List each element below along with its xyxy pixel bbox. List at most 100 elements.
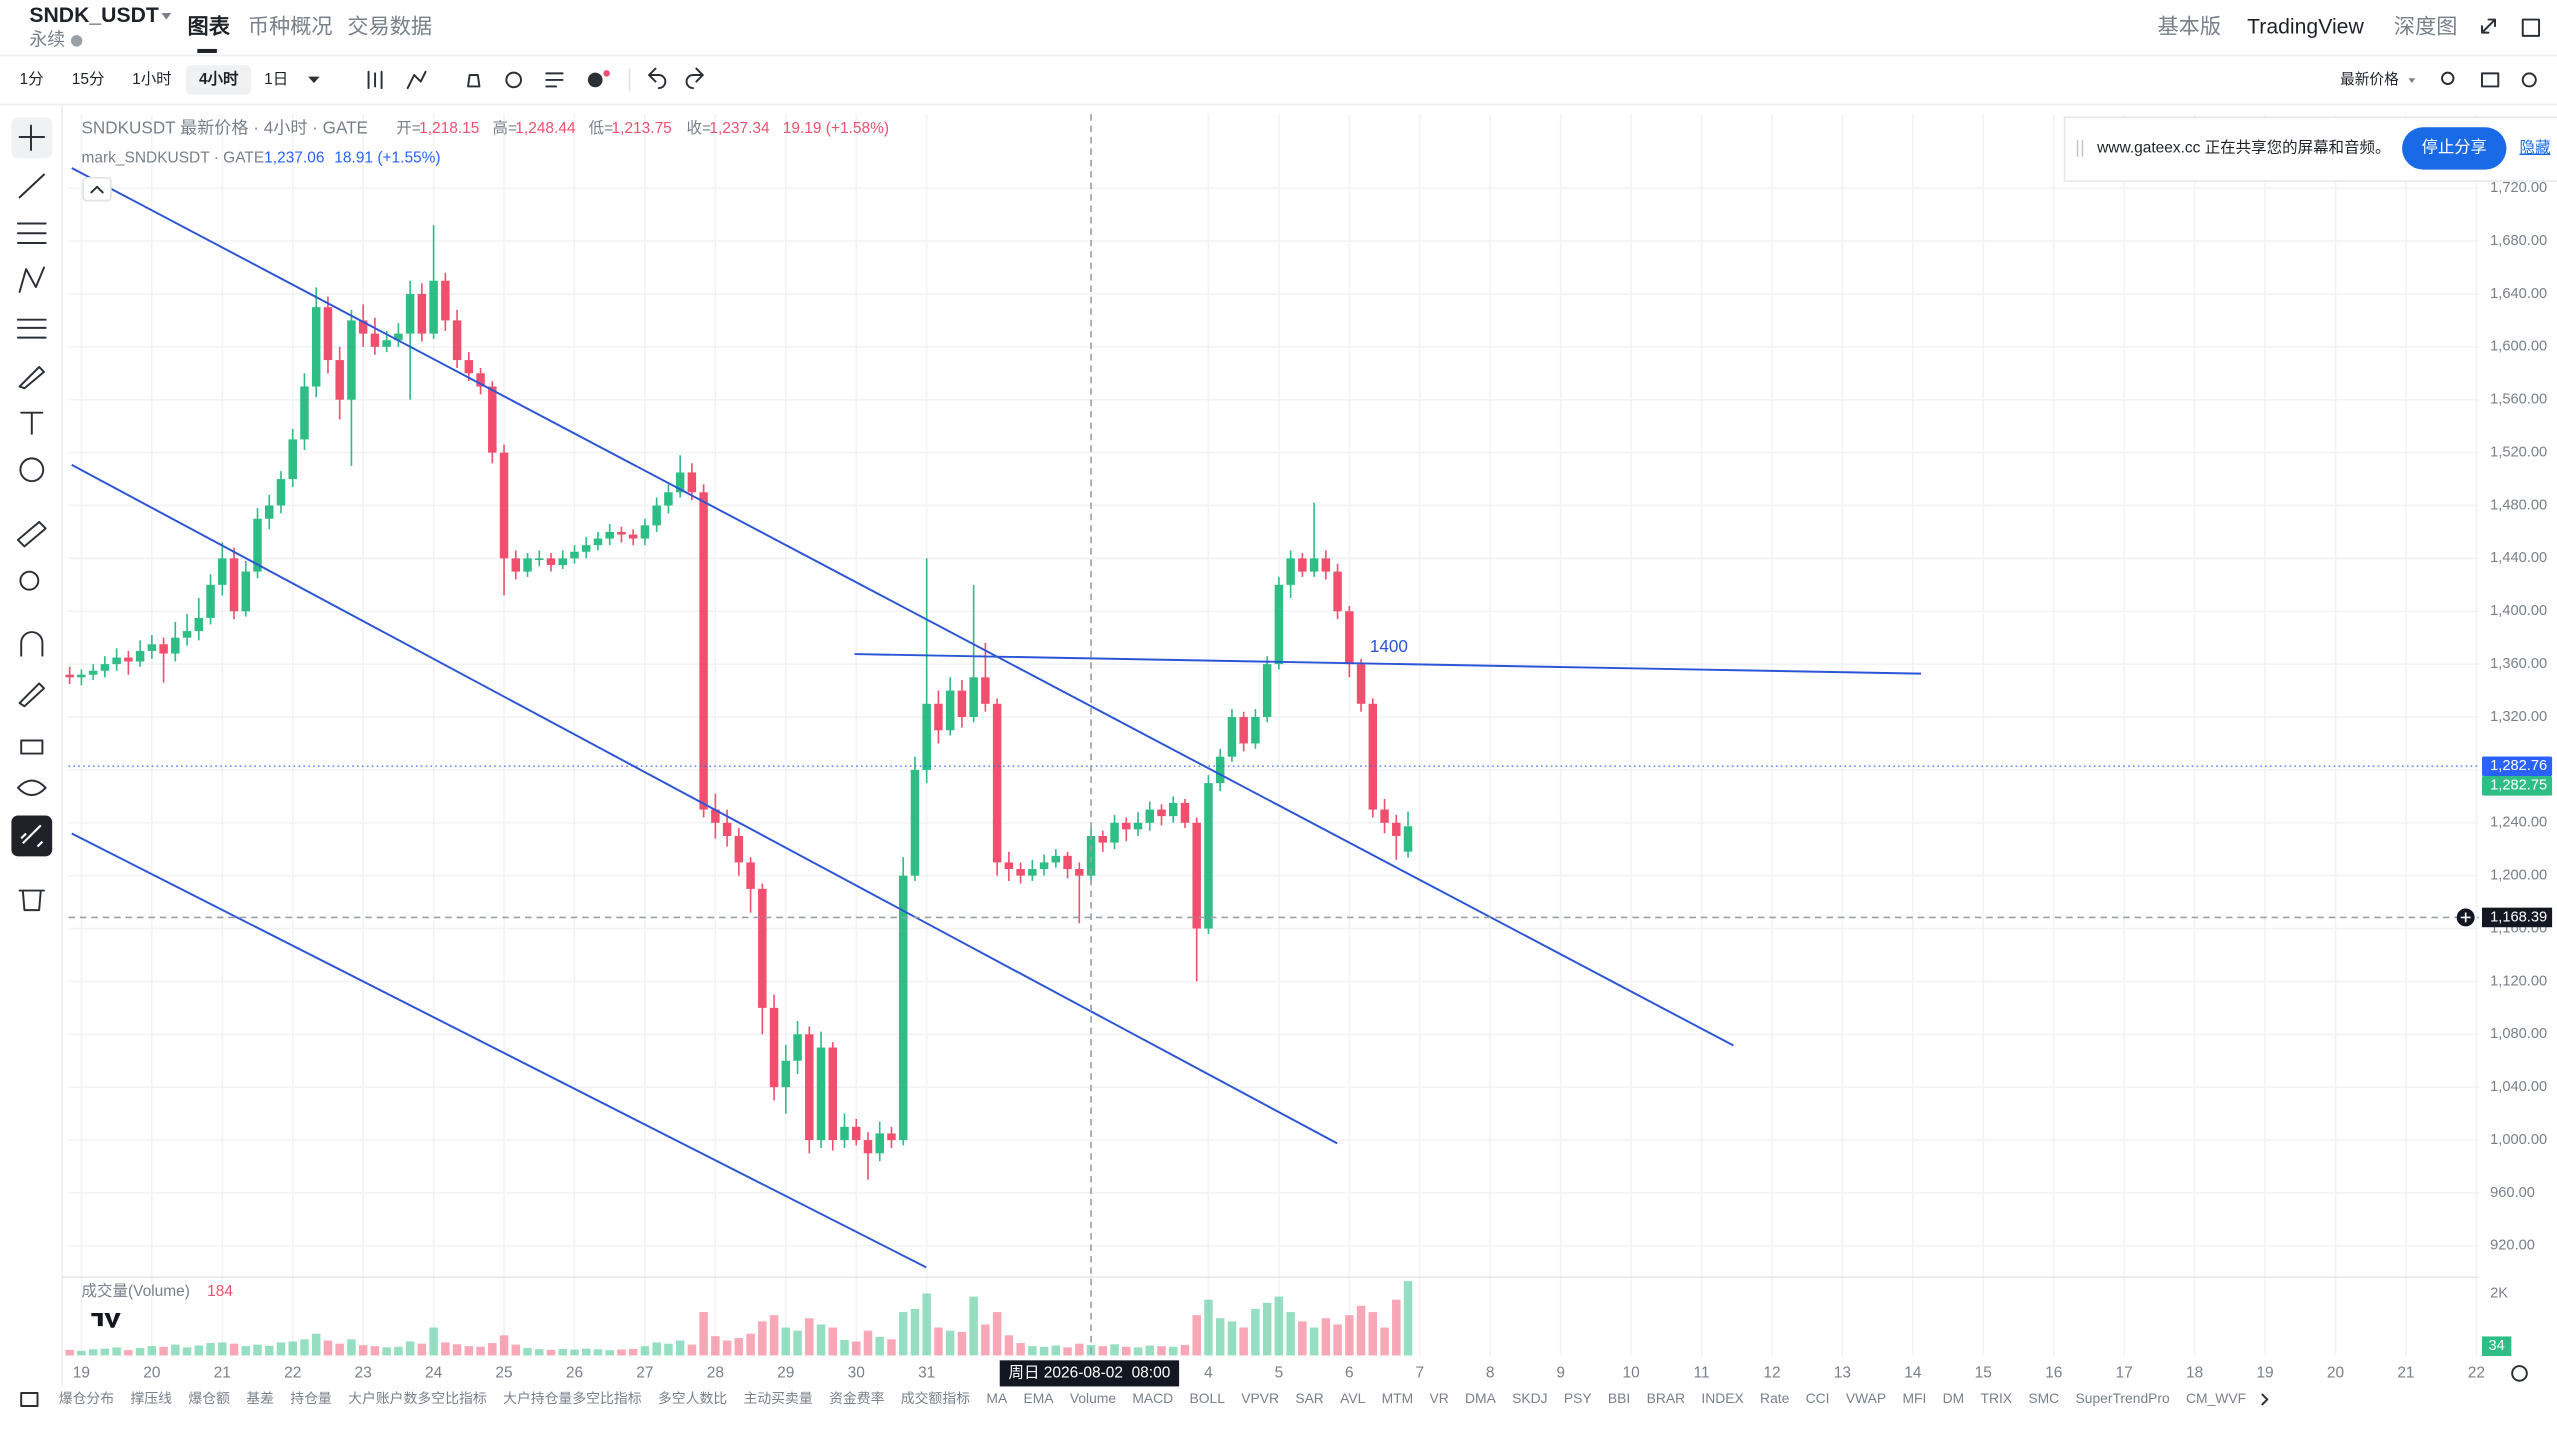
indicator-tab[interactable]: 大户账户数多空比指标: [348, 1390, 487, 1406]
drag-handle[interactable]: [2076, 140, 2084, 157]
interval[interactable]: 1小时: [132, 70, 172, 88]
symbol[interactable]: SNDK_USDT: [29, 4, 159, 27]
indicator-tab[interactable]: SKDJ: [1512, 1390, 1547, 1406]
indicator-tab[interactable]: SuperTrendPro: [2075, 1390, 2170, 1406]
tab[interactable]: 币种概况: [248, 14, 333, 38]
indicator-tab[interactable]: EMA: [1024, 1390, 1055, 1406]
view-option[interactable]: 基本版: [2157, 14, 2221, 38]
indicator-tab[interactable]: TRIX: [1980, 1390, 2012, 1406]
price-mode[interactable]: 最新价格: [2340, 71, 2399, 88]
undo-icon[interactable]: [648, 67, 667, 90]
indicator-tab[interactable]: 撑压线: [130, 1390, 172, 1406]
collapse-button[interactable]: [82, 176, 112, 202]
drawing-mode-tool[interactable]: [18, 682, 46, 708]
indicator-tab[interactable]: CCI: [1806, 1390, 1830, 1406]
tab[interactable]: 图表: [188, 14, 231, 38]
trend-line[interactable]: [71, 167, 1734, 1047]
delete-tool[interactable]: [18, 889, 46, 912]
dropdown-icon[interactable]: [2408, 78, 2416, 84]
calendar-icon[interactable]: [20, 1391, 39, 1407]
indicator-tab[interactable]: MA: [986, 1390, 1008, 1406]
hide-link[interactable]: 隐藏: [2519, 139, 2550, 157]
indicator-tab[interactable]: 持仓量: [290, 1390, 332, 1406]
horizontal-line[interactable]: [854, 653, 1922, 675]
settings-icon[interactable]: [2521, 72, 2537, 88]
interval[interactable]: 1日: [264, 71, 288, 88]
indicator-tab[interactable]: VR: [1429, 1390, 1448, 1406]
interval[interactable]: 15分: [72, 70, 105, 88]
tab[interactable]: 交易数据: [347, 14, 432, 38]
magnet-tool[interactable]: [20, 631, 44, 657]
indicator-tab[interactable]: BRAR: [1647, 1390, 1686, 1406]
indicator-tab[interactable]: VWAP: [1846, 1390, 1886, 1406]
mark-price: 1,237.06: [264, 149, 324, 166]
zoom-tool[interactable]: [19, 570, 40, 591]
volume-bar: [218, 1342, 227, 1356]
indicator-tab[interactable]: 爆仓分布: [59, 1390, 115, 1406]
indicator-tab[interactable]: INDEX: [1701, 1390, 1743, 1406]
dropdown-icon[interactable]: [161, 13, 172, 20]
fullscreen-icon[interactable]: [2481, 18, 2497, 34]
indicator-tab[interactable]: Volume: [1070, 1390, 1117, 1406]
lock-tool[interactable]: [20, 739, 44, 755]
indicator-tab[interactable]: 爆仓额: [188, 1390, 230, 1406]
channel-tool[interactable]: [16, 222, 47, 245]
template-icon[interactable]: [545, 72, 564, 88]
crosshair-tool[interactable]: [18, 124, 46, 152]
pattern-tool[interactable]: [18, 266, 46, 293]
emoji-tool[interactable]: [19, 457, 45, 483]
indicator-icon[interactable]: [406, 70, 427, 90]
hide-tool[interactable]: [16, 779, 47, 797]
fib-tool[interactable]: [16, 318, 47, 339]
indicator-tab[interactable]: 大户持仓量多空比指标: [503, 1390, 642, 1406]
indicator-tab[interactable]: 多空人数比: [658, 1390, 727, 1406]
volume-bar: [1345, 1315, 1354, 1356]
indicator-tab[interactable]: DMA: [1465, 1390, 1497, 1406]
dropdown-icon[interactable]: [308, 76, 320, 84]
redo-icon[interactable]: [685, 67, 704, 90]
interval[interactable]: 4小时: [199, 70, 239, 88]
replay-icon[interactable]: [505, 71, 522, 89]
indicator-tab[interactable]: CM_WVF: [2186, 1390, 2246, 1406]
indicator-tab[interactable]: 基差: [246, 1390, 274, 1406]
view-option[interactable]: 深度图: [2394, 14, 2458, 38]
camera-icon[interactable]: [2481, 72, 2500, 88]
brush-tool[interactable]: [18, 366, 46, 390]
alert-icon[interactable]: [467, 74, 481, 88]
indicator-tab[interactable]: SAR: [1295, 1390, 1323, 1406]
indicator-tab[interactable]: BOLL: [1190, 1390, 1226, 1406]
info-icon[interactable]: [70, 35, 83, 47]
indicator-tab[interactable]: MACD: [1132, 1390, 1173, 1406]
more-arrow[interactable]: [2261, 1393, 2269, 1406]
interval[interactable]: 1分: [20, 70, 44, 88]
volume-bar: [546, 1349, 556, 1356]
indicator-tab[interactable]: BBI: [1608, 1390, 1630, 1406]
add-icon[interactable]: [587, 72, 603, 88]
link-tool-active[interactable]: [11, 815, 53, 857]
trend-line[interactable]: [71, 464, 1338, 1145]
indicator-tab[interactable]: DM: [1943, 1390, 1965, 1406]
indicator-tab[interactable]: SMC: [2028, 1390, 2059, 1406]
axis-settings-icon[interactable]: [2511, 1365, 2528, 1382]
volume-bar: [1122, 1346, 1131, 1356]
text-tool[interactable]: [20, 411, 44, 435]
indicator-tab[interactable]: MFI: [1902, 1390, 1926, 1406]
chart-type-icon[interactable]: [367, 70, 383, 90]
tradingview-logo[interactable]: [91, 1313, 121, 1328]
indicator-tab[interactable]: PSY: [1564, 1390, 1592, 1406]
ruler-tool[interactable]: [16, 520, 47, 548]
indicator-tab[interactable]: MTM: [1382, 1390, 1414, 1406]
indicator-tab[interactable]: 资金费率: [829, 1390, 885, 1406]
indicator-tab[interactable]: 主动买卖量: [743, 1390, 812, 1406]
indicator-tab[interactable]: Rate: [1760, 1390, 1790, 1406]
window-icon[interactable]: [2521, 18, 2541, 37]
price-label-bg: [2481, 756, 2553, 777]
indicator-tab[interactable]: AVL: [1340, 1390, 1365, 1406]
view-option[interactable]: TradingView: [2247, 15, 2364, 38]
indicator-tab[interactable]: VPVR: [1241, 1390, 1279, 1406]
search-icon[interactable]: [2441, 71, 2455, 85]
trend-line[interactable]: [71, 832, 927, 1269]
stop-share-button[interactable]: [2402, 127, 2507, 170]
indicator-tab[interactable]: 成交额指标: [901, 1390, 970, 1406]
line-tool[interactable]: [18, 173, 46, 199]
